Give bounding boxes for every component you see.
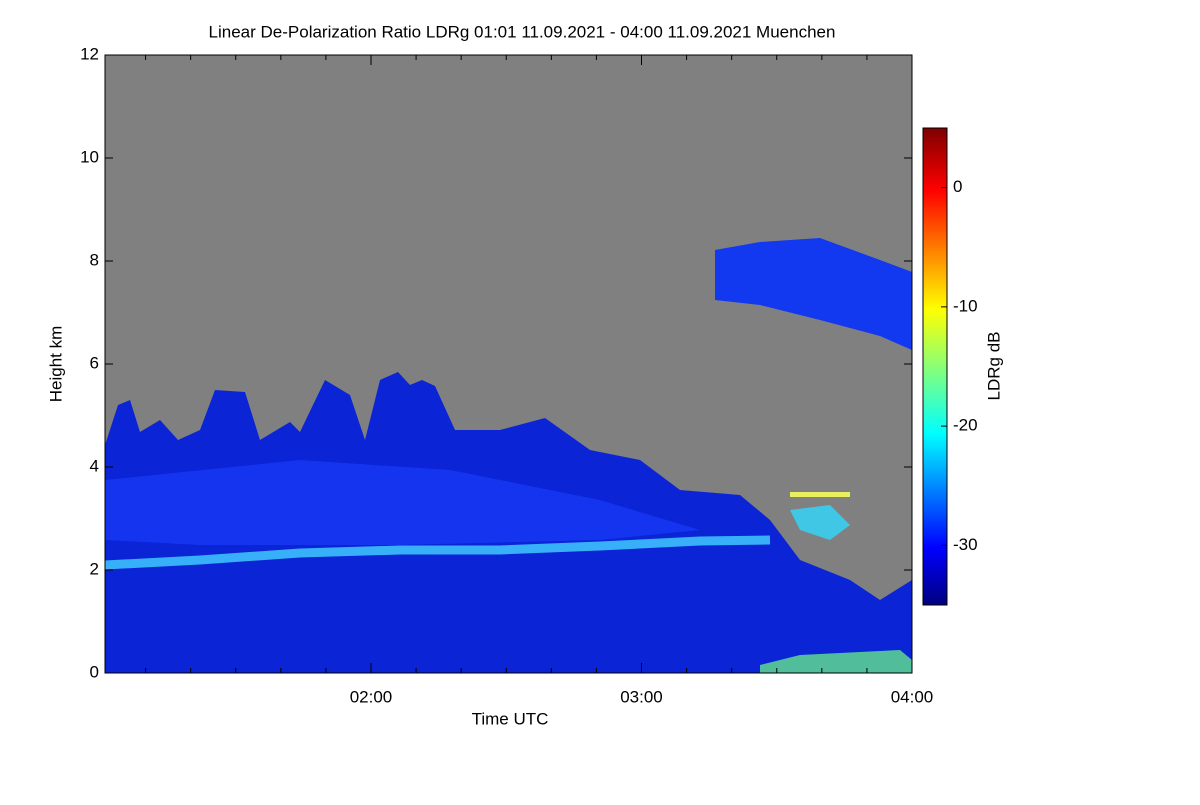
colorbar (922, 127, 948, 606)
y-tick-label: 12 (80, 44, 99, 63)
y-tick-label: 6 (90, 353, 99, 372)
y-axis-label: Height km (46, 326, 65, 403)
x-axis-label: Time UTC (472, 709, 549, 728)
x-tick-label: 04:00 (891, 687, 934, 706)
colorbar-tick-label: -10 (953, 296, 978, 315)
x-tick-label: 02:00 (350, 687, 393, 706)
y-tick-label: 10 (80, 147, 99, 166)
y-tick-label: 0 (90, 662, 99, 681)
colorbar-label: LDRg dB (984, 332, 1003, 401)
y-tick-label: 8 (90, 250, 99, 269)
chart-title: Linear De-Polarization Ratio LDRg 01:01 … (209, 22, 836, 41)
colorbar-tick-label: -20 (953, 416, 978, 435)
y-tick-label: 2 (90, 559, 99, 578)
colorbar-tick-label: 0 (953, 177, 962, 196)
colorbar-tick-label: -30 (953, 535, 978, 554)
y-tick-label: 4 (90, 456, 99, 475)
heatmap-image (104, 55, 912, 673)
x-tick-label: 03:00 (620, 687, 663, 706)
